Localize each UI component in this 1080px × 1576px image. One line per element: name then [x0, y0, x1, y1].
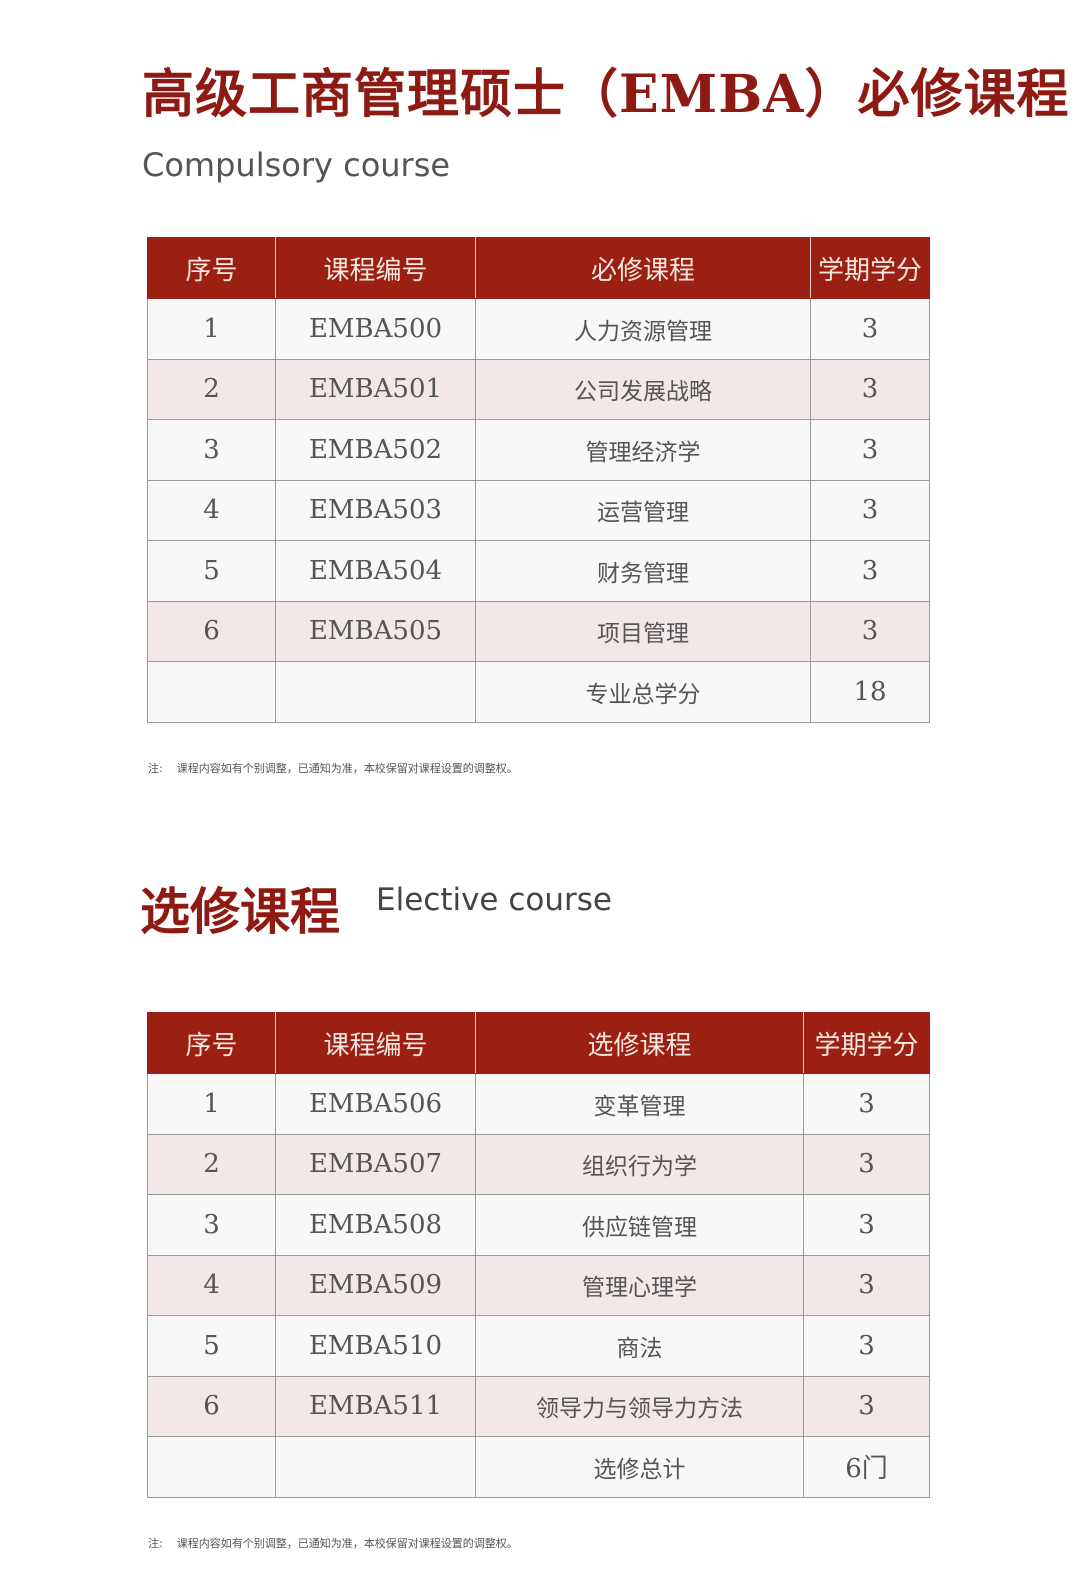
elective-title: 选修课程	[140, 882, 340, 941]
index-cell: 6	[147, 600, 276, 662]
course-cell: 人力资源管理	[475, 298, 811, 360]
total-row: 选修总计 6门	[147, 1436, 930, 1498]
code-cell: EMBA503	[275, 479, 476, 541]
table-row: 4 EMBA503 运营管理 3	[147, 479, 930, 541]
code-cell: EMBA510	[275, 1315, 476, 1377]
compulsory-note: 注: 课程内容如有个别调整，已通知为准，本校保留对课程设置的调整权。	[148, 760, 532, 776]
column-header: 课程编号	[275, 237, 476, 299]
column-header: 课程编号	[275, 1012, 476, 1074]
column-header: 学期学分	[803, 1012, 930, 1074]
credit-cell: 3	[803, 1133, 930, 1195]
index-cell: 3	[147, 1194, 276, 1256]
course-cell: 财务管理	[475, 540, 811, 602]
code-cell	[275, 661, 476, 723]
credit-cell: 3	[810, 540, 930, 602]
code-cell: EMBA500	[275, 298, 476, 360]
course-cell: 公司发展战略	[475, 358, 811, 420]
table-row: 5 EMBA504 财务管理 3	[147, 540, 930, 602]
credit-cell: 3	[810, 358, 930, 420]
index-cell: 5	[147, 540, 276, 602]
index-cell	[147, 1436, 276, 1498]
course-cell: 项目管理	[475, 600, 811, 662]
header-row: 序号 课程编号 选修课程 学期学分	[147, 1012, 930, 1074]
credit-cell: 3	[810, 600, 930, 662]
index-cell: 2	[147, 1133, 276, 1195]
course-cell: 供应链管理	[475, 1194, 804, 1256]
course-cell: 变革管理	[475, 1073, 804, 1135]
table-row: 1 EMBA500 人力资源管理 3	[147, 298, 930, 360]
column-header: 学期学分	[810, 237, 930, 299]
index-cell: 4	[147, 479, 276, 541]
course-cell: 管理经济学	[475, 419, 811, 481]
compulsory-course-table: 序号 课程编号 必修课程 学期学分 1 EMBA500 人力资源管理 3 2 EMBA501 公司发…	[147, 237, 930, 723]
index-cell: 1	[147, 298, 276, 360]
index-cell: 2	[147, 358, 276, 420]
total-row: 专业总学分 18	[147, 661, 930, 723]
course-cell: 组织行为学	[475, 1133, 804, 1195]
note-text: 课程内容如有个别调整，已通知为准，本校保留对课程设置的调整权。	[176, 1537, 518, 1550]
credit-cell: 3	[803, 1254, 930, 1316]
credit-cell: 3	[803, 1315, 930, 1377]
column-header: 选修课程	[475, 1012, 804, 1074]
table-row: 4 EMBA509 管理心理学 3	[147, 1254, 930, 1316]
table-row: 6 EMBA505 项目管理 3	[147, 600, 930, 662]
course-cell: 领导力与领导力方法	[475, 1375, 804, 1437]
course-cell: 专业总学分	[475, 661, 811, 723]
course-cell: 运营管理	[475, 479, 811, 541]
credit-cell: 3	[810, 479, 930, 541]
code-cell: EMBA502	[275, 419, 476, 481]
credit-cell: 18	[810, 661, 930, 723]
elective-subtitle: Elective course	[376, 882, 612, 918]
compulsory-subtitle: Compulsory course	[142, 146, 451, 184]
credit-cell: 3	[803, 1073, 930, 1135]
column-header: 序号	[147, 237, 276, 299]
elective-note: 注: 课程内容如有个别调整，已通知为准，本校保留对课程设置的调整权。	[148, 1535, 532, 1551]
code-cell	[275, 1436, 476, 1498]
credit-cell: 6门	[803, 1436, 930, 1498]
table-row: 3 EMBA502 管理经济学 3	[147, 419, 930, 481]
index-cell: 6	[147, 1375, 276, 1437]
note-label: 注:	[148, 1537, 163, 1550]
header-row: 序号 课程编号 必修课程 学期学分	[147, 237, 930, 299]
page-title: 高级工商管理硕士（EMBA）必修课程	[142, 64, 1070, 125]
code-cell: EMBA505	[275, 600, 476, 662]
code-cell: EMBA508	[275, 1194, 476, 1256]
credit-cell: 3	[803, 1375, 930, 1437]
index-cell: 5	[147, 1315, 276, 1377]
column-header: 必修课程	[475, 237, 811, 299]
course-cell: 选修总计	[475, 1436, 804, 1498]
credit-cell: 3	[803, 1194, 930, 1256]
table-row: 2 EMBA507 组织行为学 3	[147, 1133, 930, 1195]
code-cell: EMBA506	[275, 1073, 476, 1135]
code-cell: EMBA501	[275, 358, 476, 420]
table-row: 2 EMBA501 公司发展战略 3	[147, 358, 930, 420]
code-cell: EMBA504	[275, 540, 476, 602]
course-cell: 管理心理学	[475, 1254, 804, 1316]
credit-cell: 3	[810, 419, 930, 481]
column-header: 序号	[147, 1012, 276, 1074]
elective-course-table: 序号 课程编号 选修课程 学期学分 1 EMBA506 变革管理 3 2 EMBA507 组织行为学…	[147, 1012, 930, 1498]
code-cell: EMBA511	[275, 1375, 476, 1437]
credit-cell: 3	[810, 298, 930, 360]
table-row: 6 EMBA511 领导力与领导力方法 3	[147, 1375, 930, 1437]
index-cell	[147, 661, 276, 723]
index-cell: 1	[147, 1073, 276, 1135]
table-row: 5 EMBA510 商法 3	[147, 1315, 930, 1377]
course-cell: 商法	[475, 1315, 804, 1377]
table-row: 3 EMBA508 供应链管理 3	[147, 1194, 930, 1256]
index-cell: 4	[147, 1254, 276, 1316]
note-text: 课程内容如有个别调整，已通知为准，本校保留对课程设置的调整权。	[176, 762, 518, 775]
note-label: 注:	[148, 762, 163, 775]
code-cell: EMBA507	[275, 1133, 476, 1195]
table-row: 1 EMBA506 变革管理 3	[147, 1073, 930, 1135]
index-cell: 3	[147, 419, 276, 481]
code-cell: EMBA509	[275, 1254, 476, 1316]
